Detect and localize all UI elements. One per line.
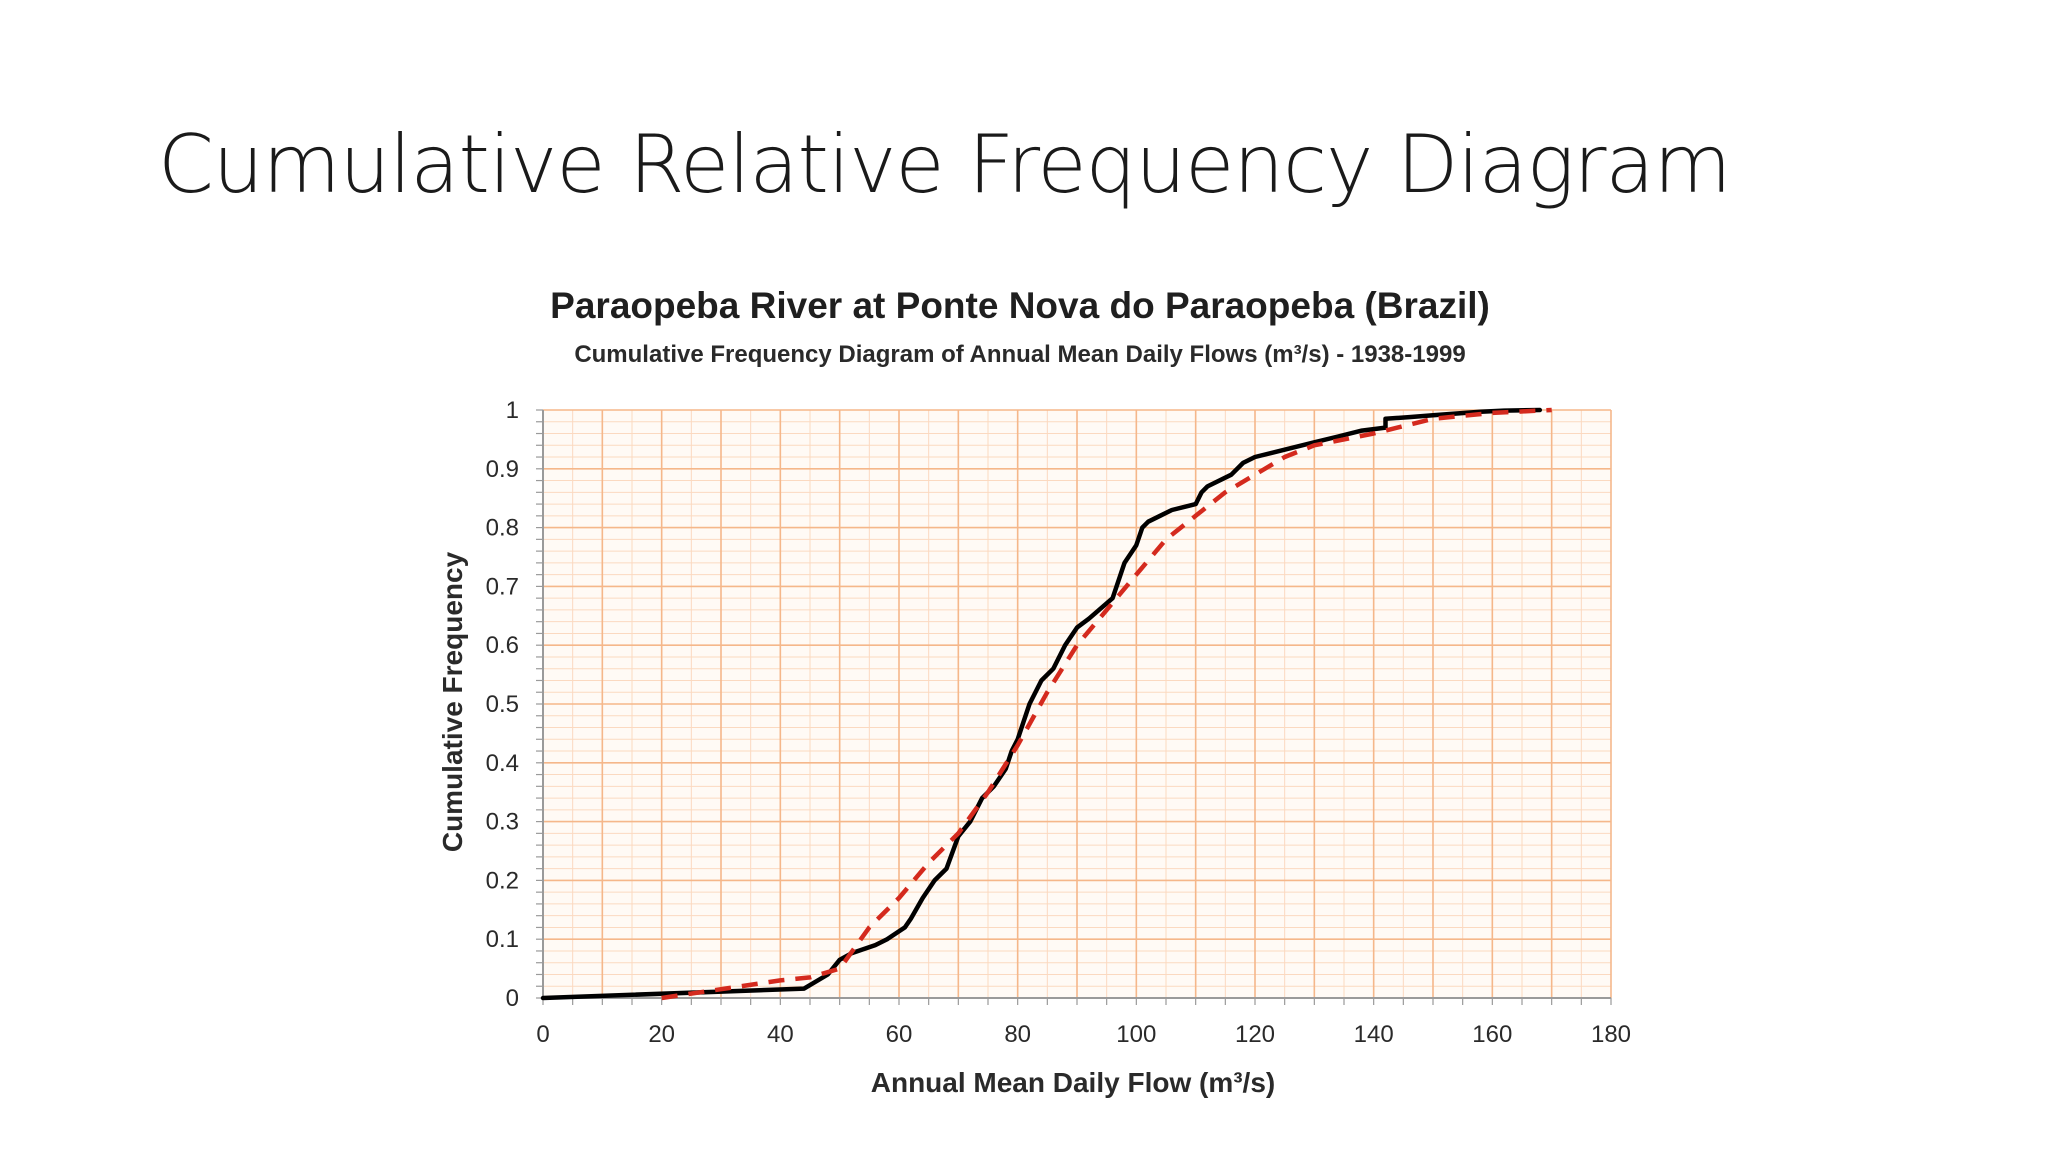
axes bbox=[536, 409, 1612, 1005]
x-tick-label: 100 bbox=[1116, 1021, 1156, 1048]
y-tick-label: 0.4 bbox=[486, 750, 519, 777]
x-tick-label: 160 bbox=[1472, 1021, 1512, 1048]
y-tick-label: 0.9 bbox=[486, 456, 519, 483]
y-tick-label: 0.3 bbox=[486, 809, 519, 836]
x-tick-label: 80 bbox=[1004, 1021, 1031, 1048]
y-tick-label: 0.6 bbox=[486, 632, 519, 659]
x-tick-label: 0 bbox=[536, 1021, 549, 1048]
y-tick-label: 0.8 bbox=[486, 515, 519, 542]
x-tick-label: 180 bbox=[1591, 1021, 1631, 1048]
x-tick-label: 40 bbox=[767, 1021, 794, 1048]
slide-title: Cumulative Relative Frequency Diagram bbox=[158, 118, 1731, 211]
y-tick-label: 1 bbox=[506, 397, 519, 424]
y-tick-labels: 0 0.1 0.2 0.3 0.4 0.5 0.6 0.7 0.8 0.9 1 bbox=[486, 397, 519, 1012]
series-layer bbox=[540, 407, 1552, 1001]
y-tick-label: 0.7 bbox=[486, 573, 519, 600]
y-tick-label: 0.1 bbox=[486, 926, 519, 953]
x-tick-label: 20 bbox=[648, 1021, 675, 1048]
y-axis-label: Cumulative Frequency bbox=[437, 551, 468, 852]
empirical-frequency-line bbox=[540, 407, 1543, 1001]
x-tick-labels: 0 20 40 60 80 100 120 140 160 180 bbox=[536, 1021, 1631, 1048]
y-tick-label: 0 bbox=[506, 985, 519, 1012]
chart-title: Paraopeba River at Ponte Nova do Paraope… bbox=[550, 285, 1490, 326]
x-tick-label: 60 bbox=[886, 1021, 913, 1048]
x-axis-label: Annual Mean Daily Flow (m³/s) bbox=[871, 1067, 1275, 1098]
fitted-distribution-line bbox=[661, 407, 1552, 1001]
y-tick-label: 0.5 bbox=[486, 691, 519, 718]
x-tick-label: 140 bbox=[1354, 1021, 1394, 1048]
y-tick-label: 0.2 bbox=[486, 867, 519, 894]
chart-subtitle: Cumulative Frequency Diagram of Annual M… bbox=[574, 341, 1465, 368]
x-tick-label: 120 bbox=[1235, 1021, 1275, 1048]
